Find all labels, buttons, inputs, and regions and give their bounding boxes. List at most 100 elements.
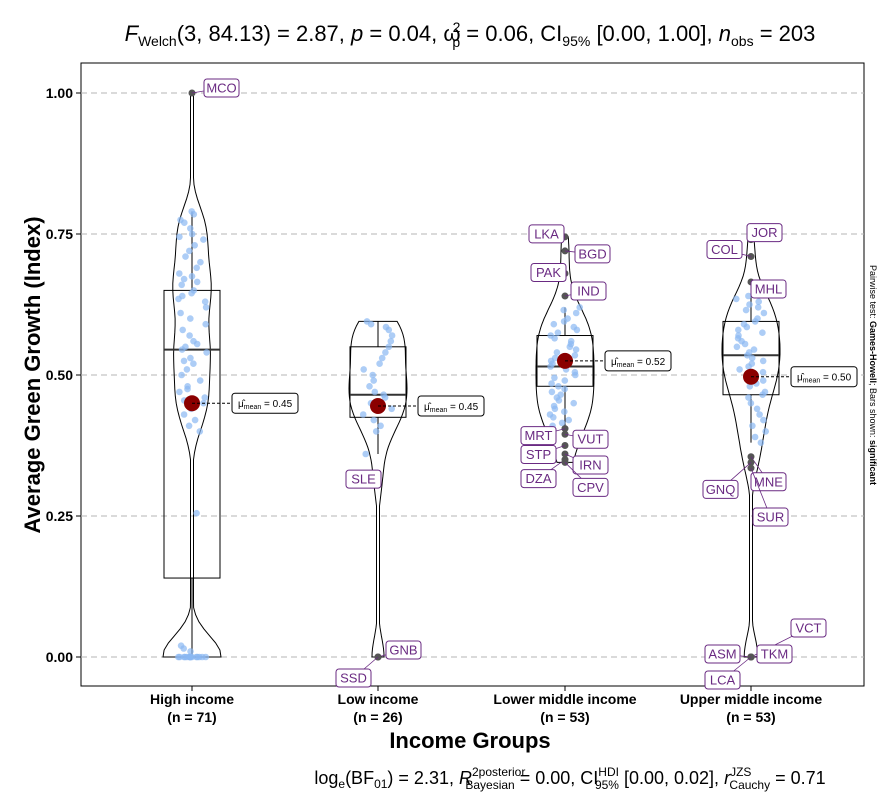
y-tick-label: 0.25 — [46, 508, 73, 524]
data-point — [385, 343, 393, 351]
data-point — [196, 428, 204, 435]
data-point — [193, 278, 201, 286]
outlier-label: LCA — [710, 673, 736, 688]
data-point — [759, 329, 766, 337]
outlier-label-box — [750, 472, 787, 492]
data-point — [175, 295, 182, 303]
mean-label: μ̂mean = 0.50 — [797, 372, 852, 385]
outlier-label-box — [752, 507, 789, 527]
data-point — [177, 309, 184, 317]
data-point — [367, 320, 375, 328]
data-point — [193, 340, 201, 348]
outlier-label: SSD — [340, 671, 367, 686]
data-point — [753, 405, 761, 413]
outlier-label-box — [528, 224, 565, 244]
data-point — [175, 653, 182, 661]
x-tick-label: Lower middle income — [493, 691, 636, 707]
outlier-label-box — [746, 223, 783, 243]
y-axis: 0.00 0.25 0.50 0.75 1.00 — [46, 85, 81, 665]
data-point — [561, 385, 568, 393]
pairwise-note: Pairwise test: Games-Howell; Bars shown:… — [868, 265, 878, 485]
data-point — [754, 304, 762, 311]
data-point — [748, 354, 756, 362]
outlier-label: MHL — [755, 281, 782, 296]
outlier-label-box — [385, 640, 422, 660]
data-point — [191, 242, 198, 249]
data-point — [202, 320, 209, 328]
data-point — [387, 337, 395, 345]
data-point — [196, 377, 204, 384]
outlier-label: TKM — [761, 647, 788, 662]
x-tick-n-label: (n = 53) — [540, 709, 589, 725]
data-point — [180, 653, 188, 661]
data-point — [178, 281, 185, 289]
data-point — [565, 416, 572, 424]
data-point — [176, 270, 183, 277]
outlier-label-box — [574, 244, 611, 264]
data-point — [548, 388, 556, 396]
outlier-label-box — [520, 426, 557, 446]
outlier-label-box — [520, 469, 557, 489]
outlier-label: SUR — [757, 510, 784, 525]
data-point — [558, 419, 566, 427]
data-point — [369, 371, 377, 379]
data-point — [560, 318, 568, 325]
data-point — [381, 394, 389, 401]
data-point — [371, 388, 379, 396]
outlier-label: SLE — [351, 472, 376, 487]
outlier-label: IRN — [579, 457, 601, 472]
data-point — [561, 408, 568, 416]
data-point — [385, 326, 393, 334]
data-point — [185, 422, 193, 430]
data-point — [555, 397, 563, 404]
outlier-label: MNE — [754, 474, 783, 489]
x-tick-label: High income — [150, 691, 234, 707]
data-point — [376, 360, 383, 368]
data-point — [573, 326, 581, 334]
data-point — [547, 363, 554, 370]
outlier-label: COL — [711, 242, 738, 257]
x-tick-label: Low income — [338, 691, 419, 707]
box — [349, 346, 407, 418]
data-point — [572, 371, 579, 379]
outlier-label: MCO — [206, 81, 236, 96]
x-tick-n-label: (n = 26) — [353, 709, 402, 725]
data-point — [181, 219, 188, 226]
data-point — [760, 309, 768, 317]
mean-label-box — [417, 395, 485, 417]
data-point — [187, 315, 194, 322]
outlier-label-box — [704, 644, 741, 664]
data-point — [370, 416, 378, 424]
x-axis: High income (n = 71) Low income (n = 26) Low… — [150, 686, 822, 725]
data-point — [551, 335, 558, 342]
data-point — [560, 306, 567, 314]
chart-title: FWelch(3, 84.13) = 2.87, p = 0.04, ω2 p =… — [125, 19, 816, 50]
data-point — [190, 360, 197, 368]
data-point — [571, 352, 579, 359]
data-point — [388, 405, 396, 413]
outlier-label: DZA — [526, 471, 552, 486]
outlier-label: PAK — [536, 265, 561, 280]
mean-label-box — [231, 392, 299, 414]
data-point — [744, 352, 751, 359]
data-point — [749, 422, 756, 430]
data-point — [178, 346, 186, 353]
data-point — [187, 648, 194, 655]
data-point — [187, 225, 194, 232]
outlier-label-box — [702, 479, 739, 499]
data-point — [747, 399, 755, 407]
mean-label: μ̂mean = 0.52 — [611, 356, 666, 369]
data-point — [759, 391, 766, 399]
outlier-label-box — [790, 618, 827, 638]
mean-label-box — [604, 350, 672, 372]
data-point — [550, 320, 558, 328]
data-point — [745, 363, 752, 370]
data-point — [378, 354, 386, 362]
data-point — [202, 304, 210, 311]
outlier-label: STP — [526, 447, 551, 462]
outlier-label-box — [203, 78, 240, 98]
data-point — [200, 236, 207, 243]
data-point — [572, 309, 580, 317]
x-tick-n-label: (n = 53) — [726, 709, 775, 725]
